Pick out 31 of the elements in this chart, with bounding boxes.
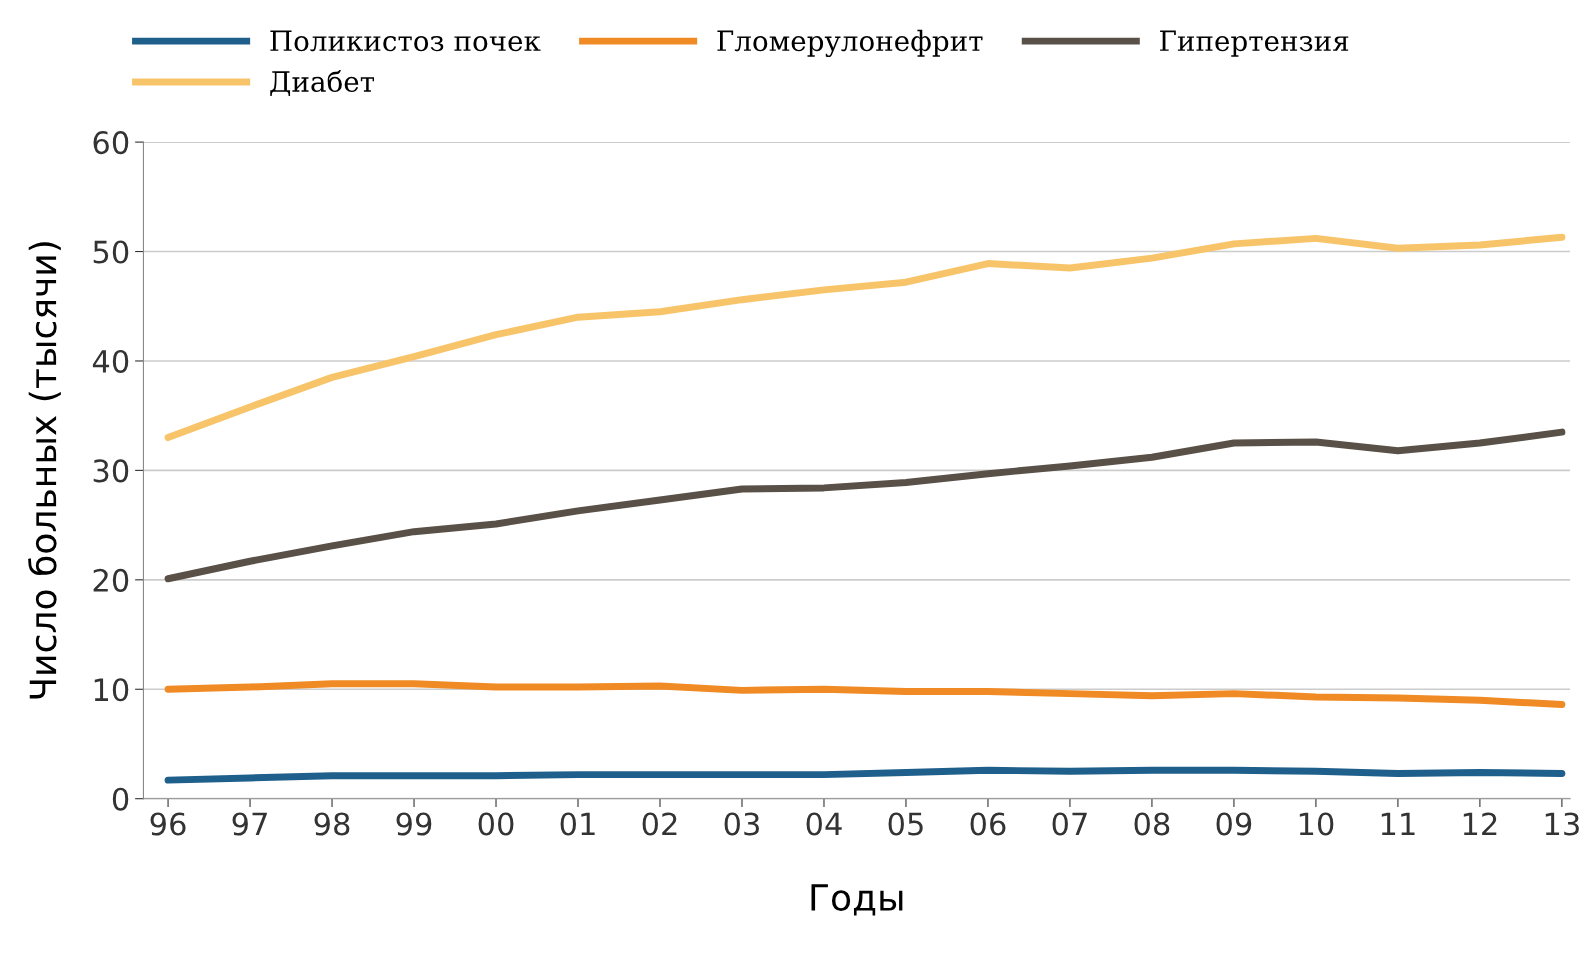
- x-tick-label: 03: [724, 812, 759, 836]
- legend-label: Поликистоз почек: [270, 30, 541, 52]
- x-tick-label: 00: [478, 812, 514, 836]
- x-tick-label: 04: [806, 812, 842, 836]
- y-tick-label: 0: [112, 787, 129, 811]
- x-tick-label: 06: [970, 812, 1006, 836]
- x-tick-label: 13: [1545, 812, 1579, 836]
- x-tick-label: 98: [314, 812, 350, 836]
- y-tick-label: 30: [93, 459, 129, 483]
- x-tick-label: 05: [888, 812, 923, 836]
- x-tick-label: 11: [1381, 812, 1415, 836]
- y-tick-label: 40: [92, 349, 129, 374]
- x-axis-title: Годы: [811, 884, 903, 916]
- x-tick-label: 12: [1463, 812, 1497, 836]
- y-axis-title: Число больных (тысячи): [28, 242, 61, 699]
- x-tick-label: 08: [1134, 812, 1170, 836]
- y-tick-label: 60: [93, 131, 129, 155]
- x-tick-label: 07: [1052, 812, 1087, 836]
- x-tick-label: 02: [642, 812, 677, 836]
- legend-label: Гломерулонефрит: [717, 29, 983, 58]
- x-tick-label: 97: [232, 812, 267, 836]
- y-tick-label: 50: [93, 240, 129, 264]
- x-tick-label: 96: [150, 812, 186, 836]
- y-tick-label: 10: [94, 678, 129, 702]
- x-tick-label: 99: [396, 812, 432, 836]
- legend-label: Диабет: [270, 70, 375, 96]
- legend-label: Гипертензия: [1160, 30, 1349, 57]
- y-tick-label: 20: [93, 568, 129, 592]
- x-tick-label: 10: [1299, 812, 1334, 836]
- x-tick-label: 01: [560, 812, 595, 836]
- x-tick-label: 09: [1216, 812, 1252, 836]
